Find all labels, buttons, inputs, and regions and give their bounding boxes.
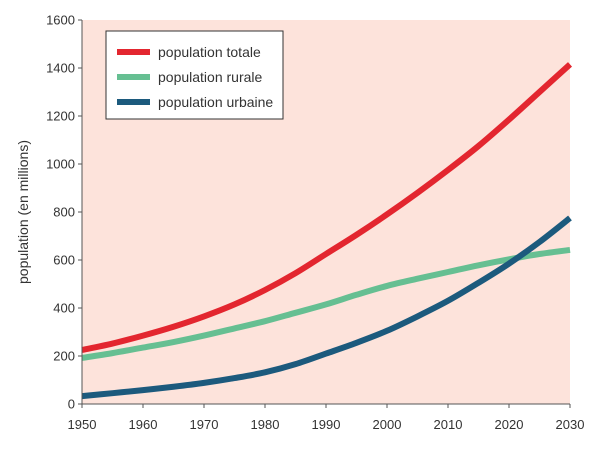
x-tick-label: 1960 [129, 417, 158, 432]
y-tick-label: 1200 [46, 109, 75, 124]
y-tick-label: 800 [53, 205, 75, 220]
x-tick-label: 1990 [312, 417, 341, 432]
y-tick-labels: 0 200 400 600 800 1000 1200 1400 1600 [46, 13, 82, 412]
x-tick-label: 1980 [251, 417, 280, 432]
y-tick-label: 400 [53, 301, 75, 316]
x-tick-label: 2020 [495, 417, 524, 432]
legend-label-population-urbaine: population urbaine [158, 94, 273, 110]
series-line-population-rurale [81, 246, 571, 361]
y-tick-label: 600 [53, 253, 75, 268]
x-tick-labels: 1950 1960 1970 1980 1990 2000 2010 2020 2030 [68, 404, 585, 432]
y-tick-label: 1000 [46, 157, 75, 172]
x-tick-label: 2030 [556, 417, 585, 432]
y-tick-label: 1400 [46, 61, 75, 76]
series-layer [81, 62, 573, 400]
x-tick-label: 2010 [434, 417, 463, 432]
legend: population totale population rurale popula… [105, 30, 284, 120]
legend-label-population-totale: population totale [158, 44, 261, 60]
y-axis-title: population (en millions) [15, 140, 31, 284]
legend-label-population-rurale: population rurale [158, 69, 263, 85]
x-tick-label: 1970 [190, 417, 219, 432]
series-line-population-urbaine [81, 215, 572, 400]
x-tick-label: 1950 [68, 417, 97, 432]
y-tick-label: 0 [68, 397, 75, 412]
x-tick-label: 2000 [373, 417, 402, 432]
y-tick-label: 1600 [46, 13, 75, 28]
series-line-population-totale [81, 62, 573, 353]
y-tick-label: 200 [53, 349, 75, 364]
